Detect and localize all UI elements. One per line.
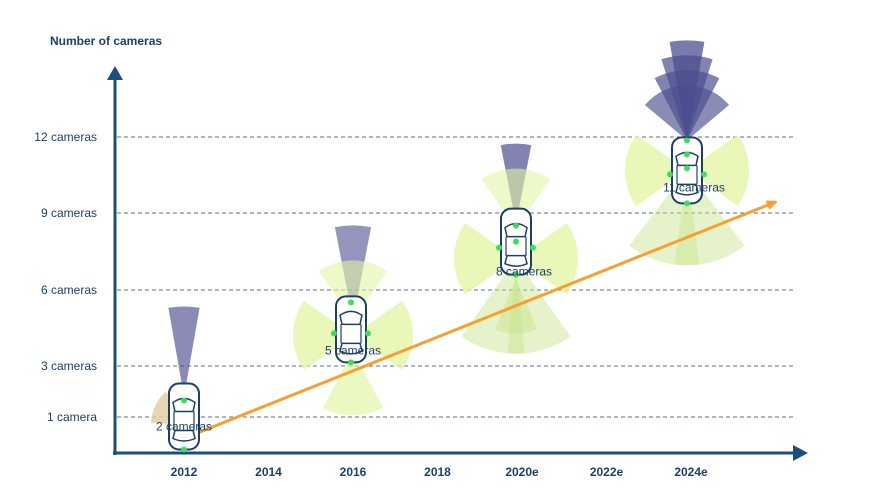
car-icon [667, 136, 707, 207]
y-tick-labels: 1 camera 3 cameras 6 cameras 9 cameras 12 ca… [34, 130, 97, 424]
car-icons [168, 136, 707, 453]
camera-sensor-dot [331, 330, 337, 337]
y-tick-label: 3 cameras [41, 359, 97, 373]
x-tick-label: 2024e [674, 465, 708, 479]
right-camera-cone [516, 223, 579, 295]
camera-sensor-dot [348, 299, 354, 306]
x-tick-label: 2016 [340, 465, 367, 479]
car-rear-window [339, 342, 363, 355]
right-camera-cone [687, 134, 750, 206]
camera-count-labels: 2 cameras 5 cameras 8 cameras 11 cameras [156, 180, 725, 433]
x-tick-labels: 2012 2014 2016 2018 2020e 2022e 2024e [171, 465, 708, 479]
y-tick-label: 9 cameras [41, 206, 97, 220]
left-camera-cone [293, 300, 353, 370]
front-wide-cone [481, 168, 551, 229]
camera-count-label: 11 cameras [663, 180, 725, 194]
rear-camera-cone [323, 350, 383, 416]
y-tick-label: 12 cameras [34, 130, 97, 144]
x-tick-label: 2014 [255, 465, 282, 479]
left-camera-cone [624, 134, 687, 206]
car-windshield [504, 222, 528, 238]
camera-sensor-dot [701, 171, 707, 178]
y-tick-label: 1 camera [47, 410, 97, 424]
camera-coverage-illustrations [151, 40, 750, 425]
y-axis-arrow [107, 66, 123, 80]
camera-sensor-dot [181, 446, 187, 453]
axes [107, 66, 808, 461]
x-tick-label: 2022e [590, 465, 624, 479]
car-icon [496, 207, 536, 278]
camera-sensor-dot [513, 238, 519, 245]
camera-sensor-dot [513, 222, 519, 229]
left-camera-cone [453, 223, 516, 295]
camera-sensor-dot [684, 200, 690, 207]
camera-sensor-dot [667, 171, 673, 178]
camera-sensor-dot [684, 151, 690, 158]
car-rear-window [172, 429, 196, 442]
car-windshield [675, 151, 699, 167]
car-icon [331, 295, 371, 366]
x-tick-label: 2012 [171, 465, 198, 479]
camera-count-label: 8 cameras [496, 265, 552, 279]
car-windshield [339, 310, 363, 326]
car-rear-window [504, 254, 528, 267]
y-tick-label: 6 cameras [41, 283, 97, 297]
camera-sensor-dot [513, 271, 519, 278]
camera-sensor-dot [365, 330, 371, 337]
camera-sensor-dot [684, 165, 690, 172]
front-wide-cone [318, 260, 388, 321]
camera-count-label: 5 cameras [325, 343, 381, 357]
camera-count-label: 2 cameras [156, 420, 212, 434]
car-windshield [172, 397, 196, 413]
camera-sensor-dot [530, 244, 536, 251]
car-icon [168, 382, 200, 453]
camera-sensor-dot [684, 137, 690, 144]
front-fisheye-camera-cone [644, 85, 730, 141]
trend-arrow [194, 203, 773, 436]
camera-sensor-dot [348, 359, 354, 366]
camera-sensor-dot [181, 397, 187, 404]
x-tick-label: 2020e [505, 465, 539, 479]
x-tick-label: 2018 [424, 465, 451, 479]
car-rear-window [675, 183, 699, 196]
front-camera-cone [168, 306, 200, 397]
y-axis-title: Number of cameras [50, 34, 162, 48]
x-axis-arrow [793, 445, 808, 461]
grid-lines [117, 136, 795, 418]
camera-sensor-dot [496, 244, 502, 251]
